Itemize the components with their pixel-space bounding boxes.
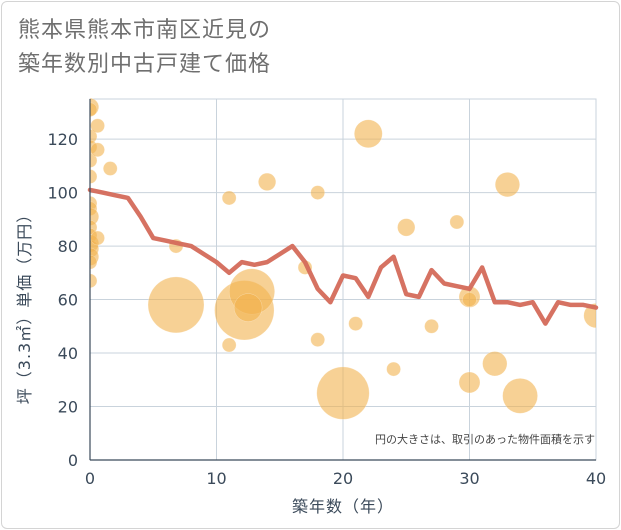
- data-bubble: [90, 102, 98, 117]
- x-axis-label: 築年数（年）: [292, 497, 394, 516]
- y-tick-label: 60: [58, 291, 78, 310]
- y-tick-label: 0: [68, 451, 78, 470]
- data-bubble: [424, 319, 439, 334]
- data-bubble: [90, 142, 105, 158]
- data-bubble: [90, 153, 98, 168]
- data-bubble: [354, 119, 383, 149]
- average-price-line: [87, 187, 599, 326]
- data-bubble: [494, 172, 520, 198]
- y-axis-label: 坪（3.3㎡）単価（万円）: [15, 206, 34, 404]
- y-tick-label: 40: [58, 344, 78, 363]
- data-bubble: [221, 337, 237, 353]
- y-tick-label: 80: [58, 237, 78, 256]
- data-bubble: [316, 366, 370, 420]
- data-bubble: [258, 172, 277, 191]
- title-line-2: 築年数別中古戸建て価格: [18, 52, 272, 77]
- data-bubble: [90, 129, 98, 144]
- data-bubble: [502, 378, 538, 414]
- y-tick-label: 20: [58, 398, 78, 417]
- x-tick-label: 0: [85, 469, 95, 488]
- data-bubble: [458, 371, 481, 394]
- data-bubble: [482, 351, 508, 377]
- title-line-1: 熊本県熊本市南区近見の: [18, 18, 272, 43]
- x-tick-label: 30: [459, 469, 479, 488]
- data-bubble: [90, 169, 98, 184]
- data-bubble: [90, 273, 98, 289]
- data-bubble: [90, 254, 98, 270]
- chart-title: 熊本県熊本市南区近見の 築年数別中古戸建て価格: [18, 14, 271, 82]
- data-bubble: [102, 161, 118, 176]
- data-bubble: [348, 316, 363, 331]
- bubble-layer: [90, 98, 596, 420]
- y-tick-label: 120: [47, 130, 78, 149]
- data-bubble: [310, 185, 325, 200]
- x-tick-label: 20: [333, 469, 353, 488]
- data-bubble: [233, 293, 263, 322]
- data-bubble: [583, 303, 596, 329]
- data-bubble: [310, 332, 325, 347]
- data-bubble: [449, 214, 465, 230]
- data-bubble: [397, 218, 416, 237]
- axes: 0 20 40 60 80 100 120 0 10 20 30 40: [47, 99, 606, 488]
- trend-line-layer: [87, 187, 599, 326]
- data-bubble: [462, 292, 477, 307]
- y-tick-label: 100: [47, 184, 78, 203]
- data-bubble: [90, 230, 105, 246]
- size-legend-note: 円の大きさは、取引のあった物件面積を示す: [375, 432, 595, 446]
- x-tick-label: 40: [586, 469, 606, 488]
- x-tick-label: 10: [206, 469, 226, 488]
- data-bubble: [90, 118, 105, 133]
- data-bubble: [147, 276, 205, 334]
- data-bubble: [386, 361, 401, 377]
- data-bubble: [221, 190, 237, 206]
